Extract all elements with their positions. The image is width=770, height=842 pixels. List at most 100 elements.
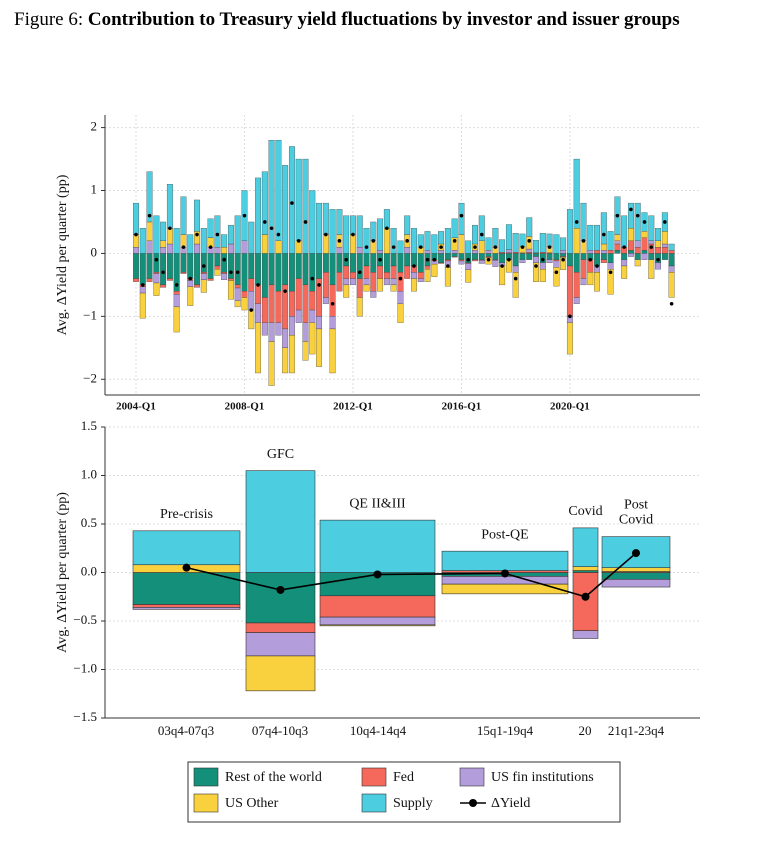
- bar-segment: [295, 309, 302, 323]
- bar-segment: [580, 253, 587, 260]
- x-tick-label: 2004-Q1: [116, 401, 156, 413]
- legend-swatch: [193, 793, 219, 813]
- yield-dot: [412, 264, 416, 268]
- bar-segment: [268, 284, 275, 323]
- legend-swatch: [459, 767, 485, 787]
- bar-segment: [485, 253, 492, 257]
- bar-segment: [661, 246, 668, 254]
- bar-segment: [465, 263, 472, 270]
- bar-segment: [329, 284, 336, 317]
- bar-segment: [221, 253, 228, 273]
- bar-segment: [390, 228, 397, 254]
- bar-segment: [200, 228, 207, 254]
- bar-segment: [512, 233, 519, 253]
- bar-segment: [546, 233, 553, 247]
- bar-segment: [641, 237, 648, 251]
- bar-segment: [350, 234, 356, 254]
- bar-segment: [245, 655, 316, 692]
- bar-segment: [255, 303, 261, 323]
- bar-segment: [424, 265, 431, 270]
- bar-segment: [594, 224, 600, 251]
- bar-segment: [350, 278, 356, 286]
- bar-segment: [343, 215, 350, 254]
- bar-segment: [397, 291, 404, 304]
- bar-segment: [458, 234, 465, 254]
- bar-segment: [322, 234, 329, 254]
- bar-segment: [472, 259, 478, 262]
- bar-segment: [133, 234, 139, 248]
- bar-segment: [648, 253, 655, 260]
- bar-segment: [553, 234, 560, 254]
- bar-segment: [187, 280, 194, 287]
- bar-segment: [499, 253, 506, 264]
- yield-dot: [405, 239, 410, 243]
- bar-segment: [261, 297, 268, 323]
- yield-dot: [283, 289, 287, 293]
- bar-segment: [601, 567, 671, 572]
- yield-dot: [357, 270, 362, 275]
- bar-segment: [648, 215, 655, 241]
- bar-segment: [139, 292, 146, 319]
- bar-segment: [566, 209, 573, 254]
- bar-segment: [370, 240, 377, 254]
- y-tick-label: 1: [91, 181, 98, 196]
- yield-dot: [513, 276, 518, 281]
- bar-segment: [245, 470, 316, 573]
- bar-segment: [180, 253, 187, 273]
- yield-dot: [663, 220, 667, 224]
- bar-segment: [146, 253, 153, 279]
- y-tick-label: −0.5: [73, 612, 97, 627]
- bar-segment: [214, 253, 221, 267]
- bar-segment: [505, 249, 512, 253]
- bar-segment: [214, 265, 221, 270]
- bar-segment: [336, 246, 343, 254]
- bar-segment: [438, 250, 445, 254]
- bar-segment: [309, 309, 316, 323]
- bar-segment: [600, 212, 607, 245]
- yield-dot: [344, 257, 348, 262]
- bar-segment: [424, 250, 431, 254]
- bar-segment: [153, 253, 160, 273]
- x-tick-label: 03q4-07q3: [158, 723, 214, 738]
- yield-dot: [432, 257, 437, 262]
- bar-segment: [200, 279, 207, 293]
- bar-segment: [245, 572, 316, 624]
- yield-dot: [669, 301, 674, 306]
- bar-segment: [241, 291, 248, 298]
- bar-segment: [621, 259, 628, 267]
- bar-segment: [566, 322, 573, 355]
- bar-segment: [539, 252, 546, 254]
- yield-dot: [229, 270, 233, 275]
- bar-segment: [153, 215, 160, 254]
- y-tick-label: −2: [83, 370, 97, 385]
- bar-segment: [255, 322, 261, 374]
- period-label: GFC: [267, 447, 294, 462]
- bar-segment: [146, 221, 153, 241]
- bar-segment: [153, 282, 160, 296]
- bar-segment: [295, 240, 302, 254]
- bar-segment: [478, 215, 485, 241]
- bar-segment: [580, 240, 587, 254]
- bar-segment: [139, 228, 146, 254]
- yield-dot: [208, 245, 213, 249]
- bar-segment: [451, 218, 458, 238]
- bar-segment: [404, 246, 411, 254]
- bar-segment: [397, 253, 404, 273]
- yield-dot: [378, 257, 382, 262]
- bar-segment: [438, 262, 445, 264]
- bar-segment: [390, 265, 397, 279]
- bar-segment: [166, 243, 173, 254]
- bar-segment: [336, 209, 343, 235]
- bar-segment: [241, 240, 248, 254]
- bar-segment: [587, 272, 594, 286]
- bar-segment: [350, 272, 356, 279]
- yield-dot: [317, 283, 321, 287]
- yield-dot: [235, 270, 240, 275]
- yield-dot: [507, 257, 511, 262]
- bar-segment: [411, 272, 417, 279]
- bar-segment: [600, 250, 607, 254]
- bar-segment: [424, 269, 431, 282]
- bar-segment: [492, 228, 499, 248]
- bar-segment: [458, 259, 465, 262]
